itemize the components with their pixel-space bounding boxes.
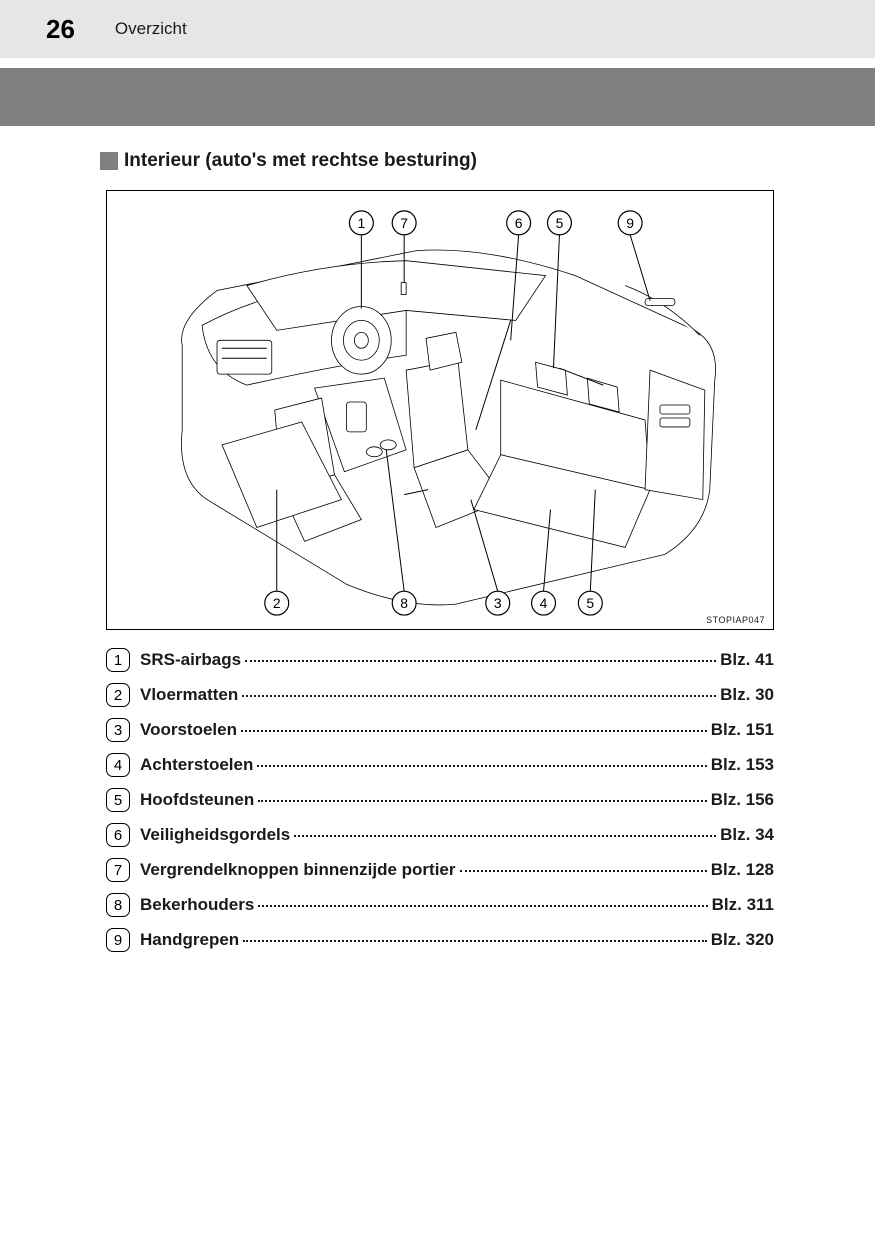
- list-item: 5 Hoofdsteunen Blz. 156: [106, 788, 774, 812]
- item-list: 1SRS-airbagsBlz. 412VloermattenBlz. 303V…: [106, 648, 774, 952]
- list-item: 7 Vergrendelknoppen binnenzijde portier Bl…: [106, 858, 774, 882]
- item-number-badge: 8: [106, 893, 130, 917]
- dot-leader: [245, 660, 716, 662]
- item-number-badge: 6: [106, 823, 130, 847]
- dot-leader: [241, 730, 707, 732]
- content-area: Interieur (auto's met rechtse besturing): [0, 126, 875, 952]
- item-label: Achterstoelen: [140, 755, 253, 775]
- svg-text:4: 4: [540, 595, 548, 611]
- list-item: 8 Bekerhouders Blz. 311: [106, 893, 774, 917]
- dot-leader: [460, 870, 707, 872]
- list-item: 4 Achterstoelen Blz. 153: [106, 753, 774, 777]
- item-page-ref: Blz. 153: [711, 755, 774, 775]
- svg-text:5: 5: [586, 595, 594, 611]
- svg-text:7: 7: [400, 215, 408, 231]
- item-number-badge: 4: [106, 753, 130, 777]
- item-label: Hoofdsteunen: [140, 790, 254, 810]
- svg-text:3: 3: [494, 595, 502, 611]
- interior-svg: 1 7 6 5 9 2 8 3 4 5: [107, 191, 773, 629]
- item-label: Bekerhouders: [140, 895, 254, 915]
- dot-leader: [257, 765, 706, 767]
- diagram-code: STOPIAP047: [706, 615, 765, 625]
- item-page-ref: Blz. 34: [720, 825, 774, 845]
- item-number-badge: 2: [106, 683, 130, 707]
- list-item: 9 Handgrepen Blz. 320: [106, 928, 774, 952]
- list-item: 1 SRS-airbags Blz. 41: [106, 648, 774, 672]
- item-number-badge: 9: [106, 928, 130, 952]
- item-label: SRS-airbags: [140, 650, 241, 670]
- item-page-ref: Blz. 128: [711, 860, 774, 880]
- page-header: 26 Overzicht: [0, 0, 875, 58]
- svg-text:9: 9: [626, 215, 634, 231]
- chapter-title: Overzicht: [115, 19, 187, 39]
- section-heading-row: Interieur (auto's met rechtse besturing): [100, 150, 775, 172]
- dot-leader: [258, 905, 707, 907]
- item-label: Handgrepen: [140, 930, 239, 950]
- item-number-badge: 1: [106, 648, 130, 672]
- svg-text:5: 5: [556, 215, 564, 231]
- item-number-badge: 5: [106, 788, 130, 812]
- item-page-ref: Blz. 311: [712, 895, 774, 915]
- svg-text:2: 2: [273, 595, 281, 611]
- list-item: 3 Voorstoelen Blz. 151: [106, 718, 774, 742]
- item-label: Voorstoelen: [140, 720, 237, 740]
- svg-text:8: 8: [400, 595, 408, 611]
- item-page-ref: Blz. 151: [711, 720, 774, 740]
- item-page-ref: Blz. 320: [711, 930, 774, 950]
- item-page-ref: Blz. 156: [711, 790, 774, 810]
- dot-leader: [242, 695, 716, 697]
- section-band: [0, 68, 875, 126]
- callout-group-top: 1 7 6 5 9: [349, 211, 642, 235]
- svg-text:1: 1: [357, 215, 365, 231]
- interior-diagram: 1 7 6 5 9 2 8 3 4 5 STOPIAP047: [106, 190, 774, 630]
- item-label: Vloermatten: [140, 685, 238, 705]
- item-number-badge: 7: [106, 858, 130, 882]
- item-label: Veiligheidsgordels: [140, 825, 290, 845]
- dot-leader: [243, 940, 707, 942]
- svg-text:6: 6: [515, 215, 523, 231]
- section-heading: Interieur (auto's met rechtse besturing): [124, 150, 477, 172]
- item-number-badge: 3: [106, 718, 130, 742]
- page-number: 26: [46, 14, 75, 45]
- dot-leader: [258, 800, 706, 802]
- item-label: Vergrendelknoppen binnenzijde portier: [140, 860, 456, 880]
- heading-bullet-icon: [100, 152, 118, 170]
- list-item: 2 Vloermatten Blz. 30: [106, 683, 774, 707]
- item-page-ref: Blz. 30: [720, 685, 774, 705]
- dot-leader: [294, 835, 716, 837]
- item-page-ref: Blz. 41: [720, 650, 774, 670]
- list-item: 6 Veiligheidsgordels Blz. 34: [106, 823, 774, 847]
